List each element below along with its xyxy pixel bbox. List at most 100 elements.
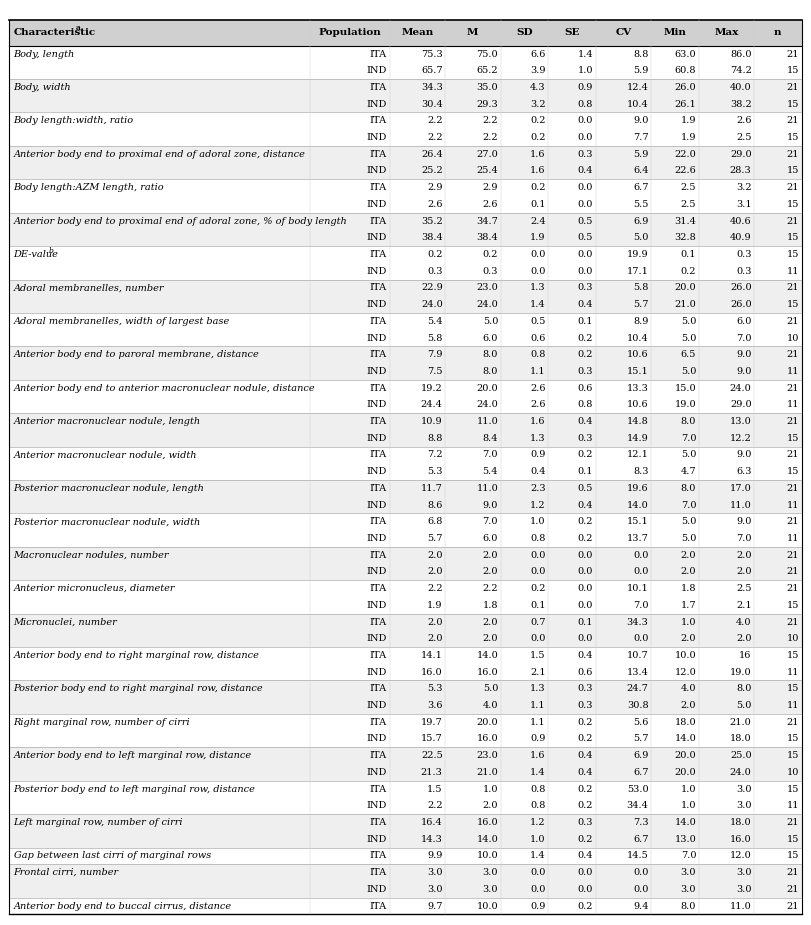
Text: 0.3: 0.3: [427, 266, 443, 276]
Text: 1.8: 1.8: [680, 584, 696, 593]
Text: 26.0: 26.0: [730, 300, 752, 309]
Text: 26.4: 26.4: [421, 150, 443, 159]
Text: 0.0: 0.0: [530, 250, 546, 259]
Text: 8.6: 8.6: [427, 500, 443, 510]
Text: 0.8: 0.8: [577, 100, 593, 108]
Text: 21: 21: [787, 117, 799, 125]
Text: 40.6: 40.6: [730, 216, 752, 226]
Text: Anterior body end to right marginal row, distance: Anterior body end to right marginal row,…: [14, 651, 260, 660]
Text: 8.0: 8.0: [680, 484, 696, 493]
Text: 9.0: 9.0: [483, 500, 498, 510]
Bar: [10, 397, 801, 413]
Text: 6.5: 6.5: [680, 351, 696, 359]
Bar: [10, 263, 801, 279]
Text: 2.5: 2.5: [680, 200, 696, 209]
Text: 5.4: 5.4: [427, 316, 443, 326]
Bar: [10, 130, 801, 146]
Bar: [10, 163, 801, 179]
Text: 1.3: 1.3: [530, 684, 546, 694]
Text: 2.6: 2.6: [736, 117, 752, 125]
Text: n: n: [774, 29, 782, 37]
Text: 0.0: 0.0: [530, 266, 546, 276]
Text: 0.1: 0.1: [577, 467, 593, 476]
Text: 14.9: 14.9: [627, 434, 649, 443]
Text: ITA: ITA: [369, 718, 386, 727]
Text: 0.0: 0.0: [577, 567, 593, 576]
Text: 0.0: 0.0: [577, 584, 593, 593]
Text: 1.0: 1.0: [577, 67, 593, 75]
Text: 2.2: 2.2: [427, 133, 443, 142]
Text: 15.0: 15.0: [675, 384, 696, 392]
Text: 5.0: 5.0: [736, 701, 752, 710]
Text: Min: Min: [663, 29, 686, 37]
Text: Anterior body end to paroral membrane, distance: Anterior body end to paroral membrane, d…: [14, 351, 260, 359]
Text: 0.2: 0.2: [577, 534, 593, 543]
Text: 0.2: 0.2: [530, 584, 546, 593]
Text: 0.9: 0.9: [530, 902, 546, 910]
Text: 28.3: 28.3: [730, 166, 752, 176]
Bar: [10, 781, 801, 797]
Text: 10.1: 10.1: [627, 584, 649, 593]
Text: 1.4: 1.4: [530, 768, 546, 777]
Text: 40.9: 40.9: [730, 233, 752, 242]
Text: Anterior body end to proximal end of adoral zone, % of body length: Anterior body end to proximal end of ado…: [14, 216, 347, 226]
Text: 2.5: 2.5: [680, 183, 696, 192]
Text: 2.0: 2.0: [427, 635, 443, 643]
Bar: [10, 229, 801, 246]
Text: 0.2: 0.2: [577, 450, 593, 460]
Bar: [10, 179, 801, 196]
Text: 21: 21: [787, 50, 799, 58]
Text: 3.1: 3.1: [736, 200, 752, 209]
Text: 21: 21: [787, 818, 799, 827]
Text: 0.4: 0.4: [577, 651, 593, 660]
Text: 3.0: 3.0: [427, 869, 443, 877]
Text: 4.0: 4.0: [736, 618, 752, 626]
Text: 22.6: 22.6: [675, 166, 696, 176]
Text: Mean: Mean: [401, 29, 434, 37]
Text: 0.0: 0.0: [633, 550, 649, 560]
Text: ITA: ITA: [369, 684, 386, 694]
Text: 0.0: 0.0: [577, 869, 593, 877]
Bar: [10, 45, 801, 62]
Text: 1.6: 1.6: [530, 751, 546, 760]
Text: 0.2: 0.2: [577, 351, 593, 359]
Text: 8.0: 8.0: [483, 367, 498, 376]
Text: IND: IND: [366, 133, 386, 142]
Text: IND: IND: [366, 567, 386, 576]
Text: 1.0: 1.0: [680, 801, 696, 810]
Text: 15: 15: [787, 834, 799, 844]
Text: Macronuclear nodules, number: Macronuclear nodules, number: [14, 550, 169, 560]
Text: 1.5: 1.5: [530, 651, 546, 660]
Text: ITA: ITA: [369, 50, 386, 58]
Text: 2.5: 2.5: [736, 133, 752, 142]
Text: 16.0: 16.0: [421, 668, 443, 677]
Bar: [10, 313, 801, 329]
Text: 21: 21: [787, 517, 799, 526]
Text: Micronuclei, number: Micronuclei, number: [14, 618, 118, 626]
Text: 11: 11: [787, 367, 799, 376]
Text: 1.6: 1.6: [530, 417, 546, 426]
Text: 0.2: 0.2: [577, 784, 593, 794]
Text: Left marginal row, number of cirri: Left marginal row, number of cirri: [14, 818, 183, 827]
Text: 0.8: 0.8: [530, 351, 546, 359]
Text: 14.0: 14.0: [675, 734, 696, 744]
Text: 18.0: 18.0: [675, 718, 696, 727]
Text: 1.9: 1.9: [427, 601, 443, 610]
Text: 5.9: 5.9: [633, 150, 649, 159]
Text: 6.8: 6.8: [427, 517, 443, 526]
Text: 53.0: 53.0: [627, 784, 649, 794]
Text: 10.4: 10.4: [627, 334, 649, 342]
Text: 2.1: 2.1: [736, 601, 752, 610]
Text: 24.0: 24.0: [476, 300, 498, 309]
Text: 14.5: 14.5: [627, 851, 649, 860]
Text: 5.3: 5.3: [427, 467, 443, 476]
Text: 20.0: 20.0: [675, 768, 696, 777]
Text: 0.0: 0.0: [577, 601, 593, 610]
Text: 0.2: 0.2: [577, 834, 593, 844]
Text: 10.9: 10.9: [421, 417, 443, 426]
Text: 11: 11: [787, 668, 799, 677]
Text: 1.4: 1.4: [530, 851, 546, 860]
Text: Anterior body end to anterior macronuclear nodule, distance: Anterior body end to anterior macronucle…: [14, 384, 315, 392]
Text: 7.0: 7.0: [483, 450, 498, 460]
Text: 2.0: 2.0: [427, 618, 443, 626]
